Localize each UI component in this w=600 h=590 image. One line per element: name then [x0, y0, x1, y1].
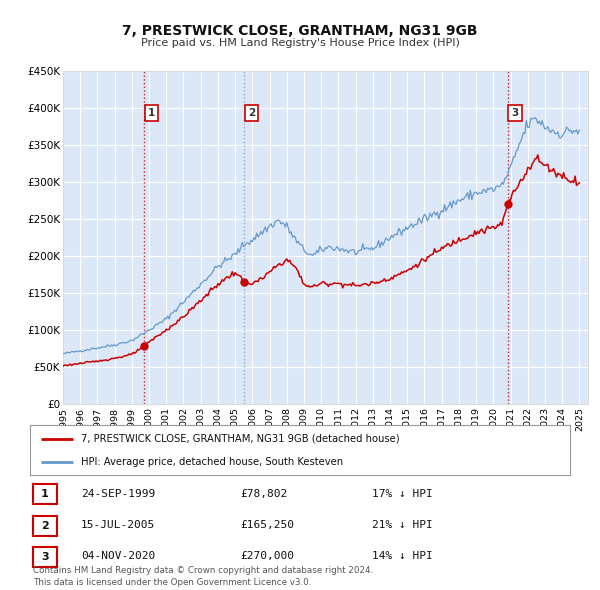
Text: Price paid vs. HM Land Registry's House Price Index (HPI): Price paid vs. HM Land Registry's House … — [140, 38, 460, 48]
Text: 2: 2 — [41, 521, 49, 530]
Text: 15-JUL-2005: 15-JUL-2005 — [81, 520, 155, 530]
Text: Contains HM Land Registry data © Crown copyright and database right 2024.
This d: Contains HM Land Registry data © Crown c… — [33, 566, 373, 587]
Text: HPI: Average price, detached house, South Kesteven: HPI: Average price, detached house, Sout… — [82, 457, 343, 467]
Text: £270,000: £270,000 — [240, 552, 294, 561]
Text: £165,250: £165,250 — [240, 520, 294, 530]
Text: 14% ↓ HPI: 14% ↓ HPI — [372, 552, 433, 561]
Text: 1: 1 — [148, 108, 155, 118]
Text: £78,802: £78,802 — [240, 489, 287, 499]
Text: 04-NOV-2020: 04-NOV-2020 — [81, 552, 155, 561]
Text: 3: 3 — [41, 552, 49, 562]
Text: 21% ↓ HPI: 21% ↓ HPI — [372, 520, 433, 530]
Text: 24-SEP-1999: 24-SEP-1999 — [81, 489, 155, 499]
Text: 7, PRESTWICK CLOSE, GRANTHAM, NG31 9GB: 7, PRESTWICK CLOSE, GRANTHAM, NG31 9GB — [122, 24, 478, 38]
Text: 7, PRESTWICK CLOSE, GRANTHAM, NG31 9GB (detached house): 7, PRESTWICK CLOSE, GRANTHAM, NG31 9GB (… — [82, 434, 400, 444]
Text: 2: 2 — [248, 108, 255, 118]
Text: 1: 1 — [41, 490, 49, 499]
Text: 17% ↓ HPI: 17% ↓ HPI — [372, 489, 433, 499]
Text: 3: 3 — [511, 108, 518, 118]
